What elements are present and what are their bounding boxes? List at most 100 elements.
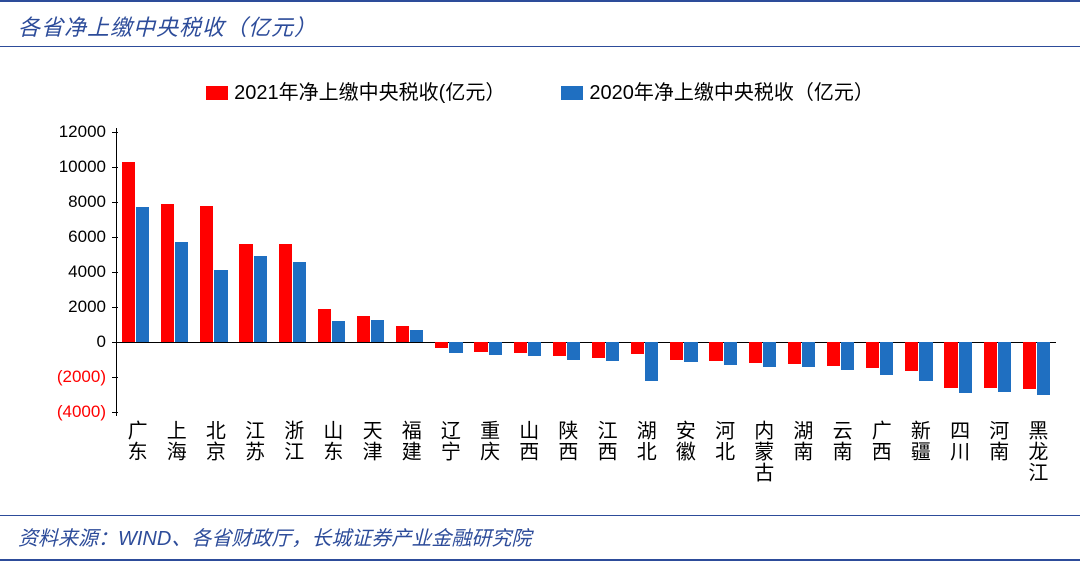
bar [998,342,1011,392]
bar [449,342,462,353]
xtick-label: 陕西 [552,420,581,462]
legend-label: 2020年净上缴中央税收（亿元） [589,82,874,104]
ytick-label: 8000 [68,192,106,212]
ytick-label: 4000 [68,262,106,282]
xtick-label: 山东 [317,420,346,462]
bar [905,342,918,371]
bar-group [200,132,227,412]
xtick-label: 河南 [983,420,1012,462]
bar [1023,342,1036,389]
bars-container [116,132,1056,412]
ytick-label: 12000 [59,122,106,142]
bar [136,207,149,342]
source-prefix: 资料来源： [18,528,118,550]
xtick-label: 云南 [826,420,855,462]
legend-item: 2020年净上缴中央税收（亿元） [561,76,874,105]
chart-area: 120001000080006000400020000(2000)(4000) [36,132,1056,412]
legend-swatch [206,86,228,100]
bar-group [279,132,306,412]
bar [709,342,722,361]
bar [841,342,854,370]
bar [254,256,267,342]
bar-group [396,132,423,412]
bar [567,342,580,360]
bar [239,244,252,342]
bar [592,342,605,358]
bar [279,244,292,342]
bar [631,342,644,354]
xtick-label: 内蒙古 [748,420,777,483]
legend: 2021年净上缴中央税收(亿元） 2020年净上缴中央税收（亿元） [0,76,1080,105]
xtick-label: 天津 [356,420,385,462]
bar-group [357,132,384,412]
xtick-label: 湖南 [787,420,816,462]
xtick-label: 上海 [160,420,189,462]
source-line: 资料来源：WIND、各省财政厅，长城证券产业金融研究院 [0,515,1080,559]
bar [200,206,213,343]
bar [827,342,840,366]
xtick-label: 四川 [944,420,973,462]
ytick-label: 0 [97,332,106,352]
bar-group [514,132,541,412]
xtick-label: 河北 [709,420,738,462]
xtick-label: 重庆 [474,420,503,462]
x-axis-labels: 广东上海北京江苏浙江山东天津福建辽宁重庆山西陕西江西湖北安徽河北内蒙古湖南云南广… [116,420,1056,520]
xtick-label: 江西 [591,420,620,462]
bar [670,342,683,360]
bar [332,321,345,342]
bar [944,342,957,388]
bar [396,326,409,342]
bar [880,342,893,375]
bar [528,342,541,356]
xtick-label: 新疆 [904,420,933,462]
bar-group [122,132,149,412]
bar-group [318,132,345,412]
ytick-label: (2000) [57,367,106,387]
xtick-label: 浙江 [278,420,307,462]
bar [318,309,331,342]
bar [606,342,619,361]
bar-group [1023,132,1050,412]
legend-swatch [561,86,583,100]
bar-group [631,132,658,412]
bar [410,330,423,342]
xtick-label: 江苏 [239,420,268,462]
bar [514,342,527,353]
bar [866,342,879,368]
ytick-label: 10000 [59,157,106,177]
bar-group [670,132,697,412]
bar [684,342,697,362]
bar [474,342,487,352]
bar [175,242,188,342]
xtick-label: 广西 [865,420,894,462]
bar [357,316,370,342]
bar-group [827,132,854,412]
xtick-label: 安徽 [669,420,698,462]
legend-label: 2021年净上缴中央税收(亿元） [234,82,505,104]
bar-group [866,132,893,412]
bar-group [592,132,619,412]
bar [788,342,801,364]
bar-group [788,132,815,412]
ytick-mark [112,412,118,413]
bar-group [435,132,462,412]
xtick-label: 福建 [395,420,424,462]
bar [293,262,306,343]
bar [749,342,762,363]
xtick-label: 黑龙江 [1022,420,1051,483]
bar [802,342,815,367]
bar-group [944,132,971,412]
ytick-label: 6000 [68,227,106,247]
xtick-label: 北京 [199,420,228,462]
chart-frame: 各省净上缴中央税收（亿元） 2021年净上缴中央税收(亿元）2020年净上缴中央… [0,0,1080,561]
legend-item: 2021年净上缴中央税收(亿元） [206,76,505,105]
bar [763,342,776,367]
bar [919,342,932,381]
y-axis: 120001000080006000400020000(2000)(4000) [36,132,112,412]
bar [1037,342,1050,395]
ytick-label: 2000 [68,297,106,317]
xtick-label: 广东 [121,420,150,462]
bar [371,320,384,342]
xtick-label: 湖北 [630,420,659,462]
bar [489,342,502,355]
